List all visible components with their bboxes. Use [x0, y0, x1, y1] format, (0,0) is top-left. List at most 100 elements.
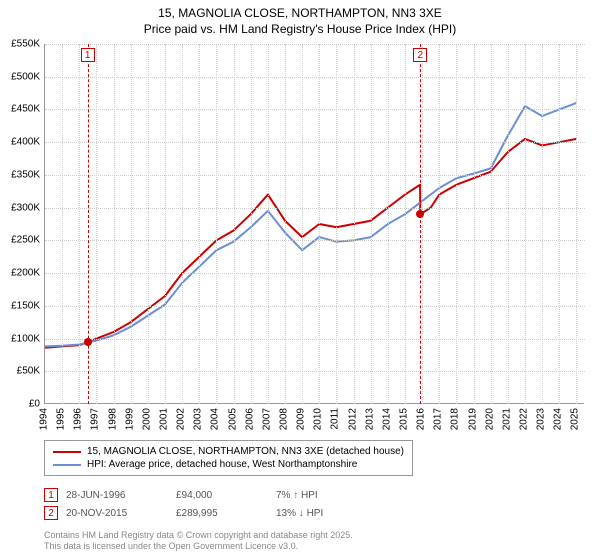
v-gridline	[474, 44, 475, 404]
x-tick-label: 1994	[39, 408, 50, 430]
v-gridline	[114, 44, 115, 404]
v-gridline	[285, 44, 286, 404]
transaction-marker	[416, 210, 424, 218]
legend-item: 15, MAGNOLIA CLOSE, NORTHAMPTON, NN3 3XE…	[53, 445, 404, 458]
x-tick-label: 2008	[279, 408, 290, 430]
h-gridline	[45, 142, 585, 143]
x-tick-label: 2016	[416, 408, 427, 430]
y-tick-label: £500K	[11, 71, 40, 82]
transaction-date: 28-JUN-1996	[66, 490, 176, 501]
x-tick-label: 2021	[501, 408, 512, 430]
h-gridline	[45, 44, 585, 45]
x-tick-label: 2003	[193, 408, 204, 430]
x-tick-label: 2002	[176, 408, 187, 430]
v-gridline	[165, 44, 166, 404]
chart-area: 12 £0£50K£100K£150K£200K£250K£300K£350K£…	[44, 44, 584, 404]
x-tick-label: 2001	[159, 408, 170, 430]
y-tick-label: £100K	[11, 333, 40, 344]
v-gridline	[525, 44, 526, 404]
v-gridline	[79, 44, 80, 404]
transaction-row: 1 28-JUN-1996£94,0007% ↑ HPI	[44, 486, 376, 504]
x-tick-label: 2018	[450, 408, 461, 430]
transaction-delta: 13% ↓ HPI	[276, 508, 376, 519]
y-tick-label: £450K	[11, 104, 40, 115]
x-tick-label: 1999	[124, 408, 135, 430]
v-gridline	[131, 44, 132, 404]
title-line-1: 15, MAGNOLIA CLOSE, NORTHAMPTON, NN3 3XE	[0, 6, 600, 22]
legend-swatch	[53, 451, 81, 453]
x-tick-label: 2025	[570, 408, 581, 430]
x-tick-label: 2022	[519, 408, 530, 430]
transaction-price: £289,995	[176, 508, 276, 519]
transaction-badge: 1	[44, 488, 58, 502]
y-tick-label: £200K	[11, 268, 40, 279]
copyright-line-1: Contains HM Land Registry data © Crown c…	[44, 530, 353, 541]
h-gridline	[45, 371, 585, 372]
y-tick-label: £300K	[11, 202, 40, 213]
legend: 15, MAGNOLIA CLOSE, NORTHAMPTON, NN3 3XE…	[44, 440, 413, 476]
x-tick-label: 1995	[56, 408, 67, 430]
v-gridline	[456, 44, 457, 404]
v-gridline	[251, 44, 252, 404]
transaction-date: 20-NOV-2015	[66, 508, 176, 519]
x-tick-label: 2013	[364, 408, 375, 430]
h-gridline	[45, 273, 585, 274]
transaction-delta: 7% ↑ HPI	[276, 490, 376, 501]
plot-region: 12	[44, 44, 584, 404]
x-tick-label: 2009	[296, 408, 307, 430]
h-gridline	[45, 240, 585, 241]
x-tick-label: 2011	[330, 408, 341, 430]
chart-container: 15, MAGNOLIA CLOSE, NORTHAMPTON, NN3 3XE…	[0, 0, 600, 560]
v-gridline	[62, 44, 63, 404]
y-tick-label: £250K	[11, 235, 40, 246]
v-gridline	[576, 44, 577, 404]
reference-badge: 1	[81, 48, 95, 62]
x-tick-label: 2024	[553, 408, 564, 430]
v-gridline	[354, 44, 355, 404]
title-line-2: Price paid vs. HM Land Registry's House …	[0, 22, 600, 38]
v-gridline	[405, 44, 406, 404]
x-tick-label: 2010	[313, 408, 324, 430]
y-tick-label: £150K	[11, 300, 40, 311]
x-tick-label: 2007	[261, 408, 272, 430]
legend-swatch	[53, 464, 81, 466]
y-tick-label: £50K	[17, 366, 40, 377]
x-tick-label: 1998	[107, 408, 118, 430]
reference-line	[420, 44, 421, 404]
h-gridline	[45, 208, 585, 209]
line-layer	[45, 44, 585, 404]
v-gridline	[559, 44, 560, 404]
x-tick-label: 2000	[141, 408, 152, 430]
title-block: 15, MAGNOLIA CLOSE, NORTHAMPTON, NN3 3XE…	[0, 0, 600, 37]
reference-badge: 2	[413, 48, 427, 62]
x-tick-label: 2023	[536, 408, 547, 430]
v-gridline	[491, 44, 492, 404]
v-gridline	[148, 44, 149, 404]
h-gridline	[45, 77, 585, 78]
x-tick-label: 1997	[90, 408, 101, 430]
v-gridline	[302, 44, 303, 404]
transaction-price: £94,000	[176, 490, 276, 501]
transaction-badge: 2	[44, 506, 58, 520]
v-gridline	[388, 44, 389, 404]
v-gridline	[336, 44, 337, 404]
h-gridline	[45, 339, 585, 340]
copyright-line-2: This data is licensed under the Open Gov…	[44, 541, 353, 552]
x-tick-label: 2012	[347, 408, 358, 430]
series-line-hpi	[45, 103, 576, 346]
x-tick-label: 2004	[210, 408, 221, 430]
v-gridline	[422, 44, 423, 404]
legend-label: 15, MAGNOLIA CLOSE, NORTHAMPTON, NN3 3XE…	[87, 446, 404, 457]
v-gridline	[216, 44, 217, 404]
h-gridline	[45, 306, 585, 307]
x-tick-label: 2017	[433, 408, 444, 430]
v-gridline	[542, 44, 543, 404]
x-tick-label: 2015	[399, 408, 410, 430]
copyright: Contains HM Land Registry data © Crown c…	[44, 530, 353, 552]
x-tick-label: 2014	[381, 408, 392, 430]
v-gridline	[199, 44, 200, 404]
v-gridline	[371, 44, 372, 404]
v-gridline	[234, 44, 235, 404]
v-gridline	[319, 44, 320, 404]
x-tick-label: 2019	[467, 408, 478, 430]
